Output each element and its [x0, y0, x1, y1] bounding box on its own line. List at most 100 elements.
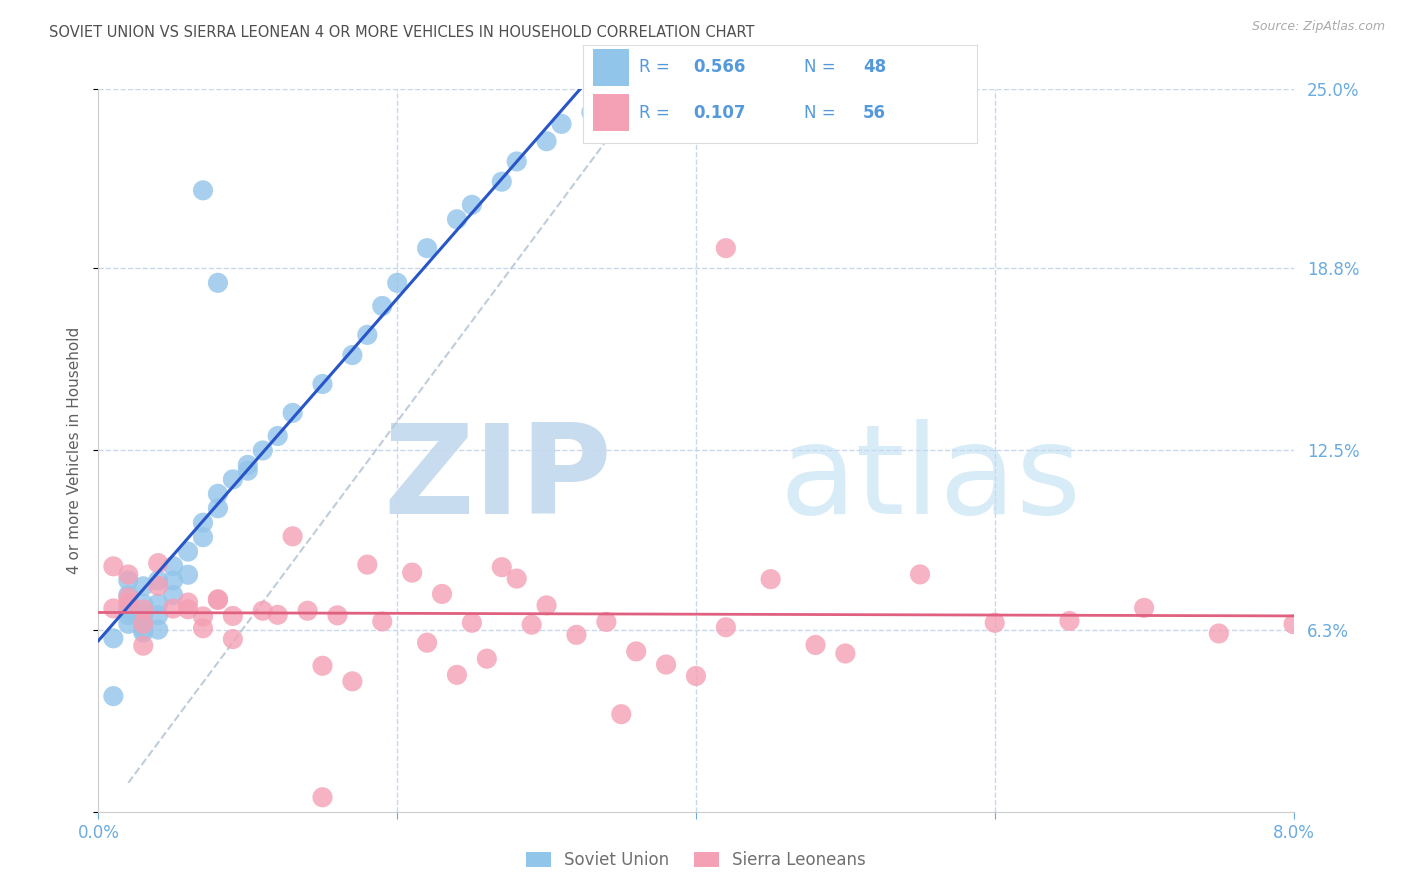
- Point: [342, 348, 364, 362]
- Point: [132, 623, 155, 637]
- Point: [281, 529, 304, 543]
- Point: [177, 544, 200, 558]
- Point: [1059, 614, 1081, 628]
- Point: [297, 604, 319, 618]
- Point: [162, 601, 184, 615]
- Point: [132, 616, 155, 631]
- Text: 56: 56: [863, 104, 886, 122]
- Point: [416, 241, 439, 255]
- Point: [804, 638, 827, 652]
- Point: [342, 674, 364, 689]
- Point: [581, 105, 603, 120]
- Point: [446, 668, 468, 682]
- Text: SOVIET UNION VS SIERRA LEONEAN 4 OR MORE VEHICLES IN HOUSEHOLD CORRELATION CHART: SOVIET UNION VS SIERRA LEONEAN 4 OR MORE…: [49, 25, 755, 40]
- Point: [311, 376, 333, 391]
- Point: [550, 117, 572, 131]
- Point: [162, 588, 184, 602]
- Point: [117, 574, 139, 588]
- Point: [117, 596, 139, 610]
- Point: [430, 587, 453, 601]
- Point: [326, 608, 349, 623]
- Point: [148, 556, 170, 570]
- Point: [236, 458, 259, 472]
- Point: [191, 516, 214, 530]
- Text: N =: N =: [804, 104, 835, 122]
- Legend: Soviet Union, Sierra Leoneans: Soviet Union, Sierra Leoneans: [519, 845, 873, 876]
- Text: R =: R =: [638, 104, 669, 122]
- Point: [207, 592, 229, 607]
- Point: [626, 644, 648, 658]
- Point: [191, 183, 214, 197]
- Point: [117, 591, 139, 605]
- Y-axis label: 4 or more Vehicles in Household: 4 or more Vehicles in Household: [67, 326, 83, 574]
- Point: [385, 276, 409, 290]
- Text: ZIP: ZIP: [384, 419, 613, 540]
- Point: [132, 602, 155, 616]
- Point: [177, 567, 200, 582]
- Point: [267, 429, 290, 443]
- Point: [117, 608, 139, 623]
- Text: N =: N =: [804, 58, 835, 76]
- Point: [491, 560, 513, 574]
- Point: [595, 96, 617, 111]
- Point: [714, 241, 737, 255]
- Point: [536, 134, 558, 148]
- Point: [685, 669, 707, 683]
- Point: [311, 658, 333, 673]
- Point: [162, 574, 184, 588]
- Point: [908, 567, 931, 582]
- Point: [207, 593, 229, 607]
- Point: [132, 579, 155, 593]
- Point: [446, 212, 468, 227]
- Point: [207, 276, 229, 290]
- Point: [132, 608, 155, 623]
- Point: [132, 616, 155, 631]
- Point: [222, 632, 245, 646]
- Point: [520, 617, 543, 632]
- Point: [162, 559, 184, 574]
- Point: [252, 604, 274, 618]
- Point: [281, 406, 304, 420]
- Point: [148, 579, 170, 593]
- Point: [148, 608, 170, 623]
- Point: [117, 567, 139, 582]
- Text: 48: 48: [863, 58, 886, 76]
- Point: [834, 647, 856, 661]
- Point: [117, 602, 139, 616]
- Point: [595, 615, 617, 629]
- Point: [401, 566, 423, 580]
- Point: [461, 198, 484, 212]
- Text: 0.566: 0.566: [693, 58, 747, 76]
- Point: [132, 639, 155, 653]
- Point: [117, 588, 139, 602]
- Text: atlas: atlas: [779, 419, 1081, 540]
- Point: [148, 623, 170, 637]
- Bar: [593, 48, 628, 86]
- Point: [356, 327, 378, 342]
- Point: [103, 689, 125, 703]
- Point: [207, 501, 229, 516]
- Point: [311, 790, 333, 805]
- Point: [371, 615, 394, 629]
- Point: [506, 572, 529, 586]
- Point: [461, 615, 484, 630]
- Point: [117, 616, 139, 631]
- Point: [177, 602, 200, 616]
- Point: [191, 530, 214, 544]
- Point: [1208, 626, 1230, 640]
- Point: [148, 597, 170, 611]
- Text: Source: ZipAtlas.com: Source: ZipAtlas.com: [1251, 20, 1385, 33]
- Point: [984, 615, 1007, 630]
- Text: R =: R =: [638, 58, 669, 76]
- Bar: [593, 94, 628, 131]
- Point: [759, 572, 782, 586]
- Point: [132, 597, 155, 611]
- Point: [207, 487, 229, 501]
- Point: [371, 299, 394, 313]
- Point: [177, 595, 200, 609]
- Point: [103, 559, 125, 574]
- Point: [475, 651, 498, 665]
- Point: [491, 175, 513, 189]
- Point: [536, 599, 558, 613]
- Point: [191, 609, 214, 624]
